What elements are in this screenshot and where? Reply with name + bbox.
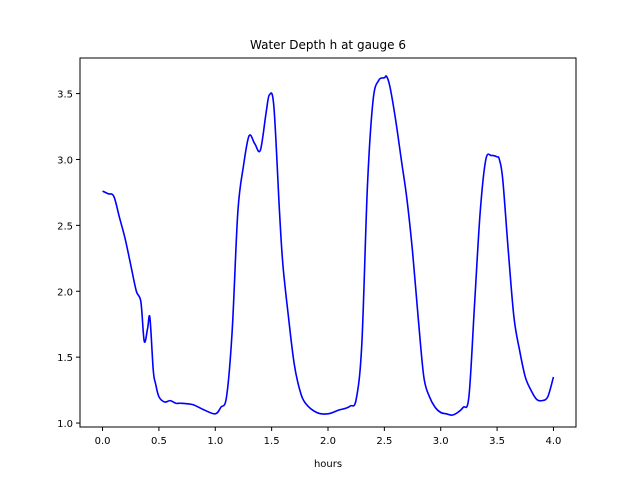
- y-tick-label: 3.0: [57, 155, 73, 166]
- x-tick-label: 3.0: [433, 436, 449, 447]
- x-tick-label: 0.5: [151, 436, 167, 447]
- plot-area: [102, 75, 555, 416]
- x-tick-label: 3.5: [489, 436, 505, 447]
- x-tick-label: 1.0: [207, 436, 223, 447]
- y-tick-label: 2.0: [57, 287, 73, 298]
- chart-title: Water Depth h at gauge 6: [250, 38, 406, 52]
- series-line-0: [102, 75, 555, 416]
- x-axis-label: hours: [314, 459, 342, 470]
- plot-frame: [79, 57, 577, 428]
- x-tick-label: 2.5: [376, 436, 392, 447]
- x-axis: 0.0 0.5 1.0 1.5 2.0 2.5 3.0 3.5 4.0: [95, 427, 562, 447]
- x-tick-label: 4.0: [546, 436, 562, 447]
- y-axis: 1.0 1.5 2.0 2.5 3.0 3.5: [57, 90, 80, 430]
- x-tick-label: 1.5: [264, 436, 280, 447]
- y-tick-label: 3.5: [57, 90, 73, 101]
- y-tick-label: 1.0: [57, 419, 73, 430]
- y-tick-label: 2.5: [57, 221, 73, 232]
- x-tick-label: 2.0: [320, 436, 336, 447]
- y-tick-label: 1.5: [57, 353, 73, 364]
- x-tick-label: 0.0: [95, 436, 111, 447]
